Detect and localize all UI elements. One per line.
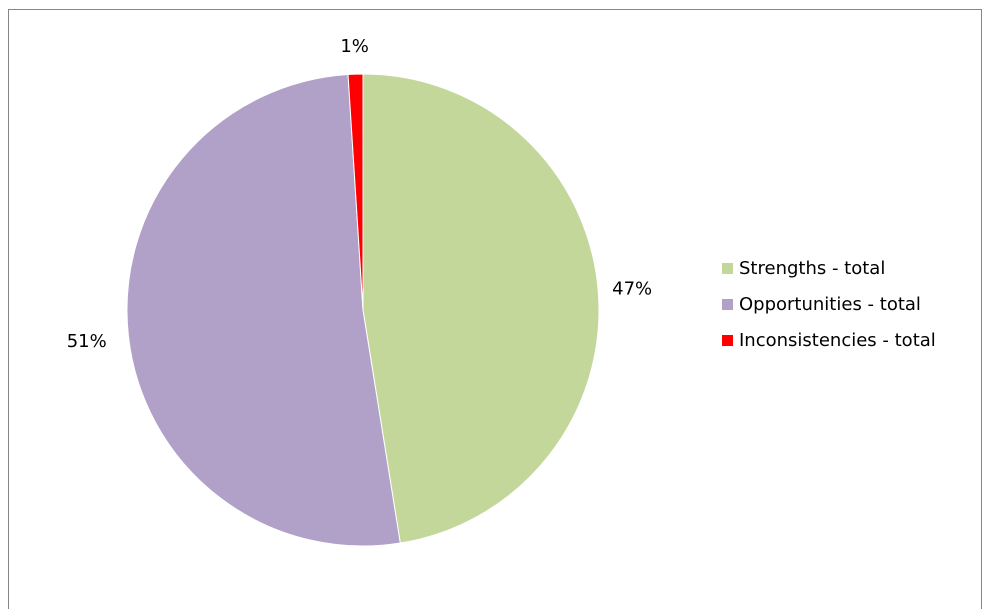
pie-slice-strengths: [362, 73, 600, 544]
legend-swatch-strengths: [722, 262, 733, 274]
legend: Strengths - total Opportunities - total …: [722, 250, 936, 358]
data-label-opportunities: 51%: [67, 331, 107, 352]
pie-data-labels: 47% 51% 1%: [67, 36, 652, 352]
legend-label-inconsistencies: Inconsistencies - total: [739, 329, 936, 351]
pie-slice-inconsistencies: [347, 73, 364, 311]
legend-item-opportunities: Opportunities - total: [722, 286, 936, 322]
data-label-inconsistencies: 1%: [340, 36, 369, 57]
legend-swatch-opportunities: [722, 298, 733, 310]
legend-label-opportunities: Opportunities - total: [739, 293, 921, 315]
pie-slice-opportunities: [126, 73, 401, 547]
data-label-strengths: 47%: [612, 279, 652, 300]
legend-item-inconsistencies: Inconsistencies - total: [722, 322, 936, 358]
legend-swatch-inconsistencies: [722, 334, 733, 346]
legend-item-strengths: Strengths - total: [722, 250, 936, 286]
pie-slices: [126, 73, 600, 547]
legend-label-strengths: Strengths - total: [739, 257, 886, 279]
